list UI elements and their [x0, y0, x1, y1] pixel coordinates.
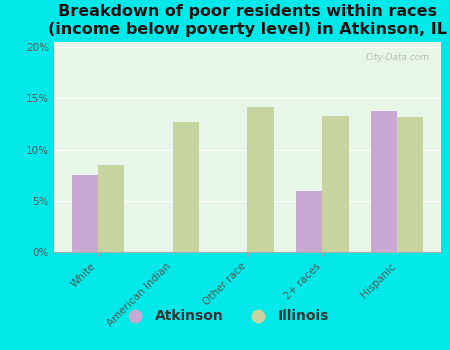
- Bar: [72, 175, 98, 252]
- Title: Breakdown of poor residents within races
(income below poverty level) in Atkinso: Breakdown of poor residents within races…: [48, 4, 447, 37]
- Bar: [98, 165, 124, 252]
- Bar: [322, 116, 349, 252]
- Bar: [371, 111, 397, 252]
- Bar: [173, 122, 199, 252]
- Bar: [248, 106, 274, 252]
- Bar: [397, 117, 423, 252]
- Bar: [296, 190, 322, 252]
- Legend: Atkinson, Illinois: Atkinson, Illinois: [116, 304, 334, 329]
- Text: City-Data.com: City-Data.com: [365, 52, 429, 62]
